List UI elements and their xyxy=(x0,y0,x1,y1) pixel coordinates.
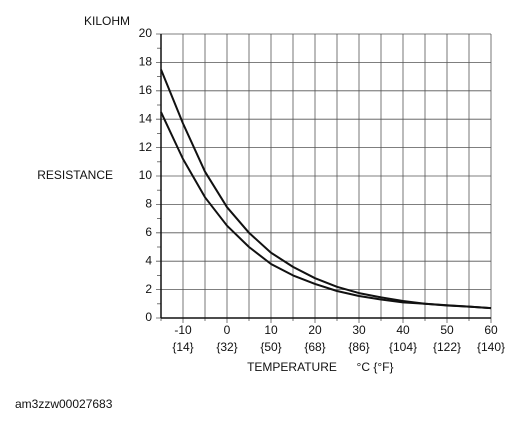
x-tick-label: 30 xyxy=(352,323,366,337)
y-tick-label: 16 xyxy=(139,83,153,97)
x-tick-sublabel: {14} xyxy=(172,340,193,354)
y-tick-label: 4 xyxy=(145,253,152,267)
y-tick-label: 14 xyxy=(139,111,153,125)
x-tick-label: 50 xyxy=(440,323,454,337)
x-tick-sublabel: {32} xyxy=(216,340,237,354)
x-unit: °C {°F} xyxy=(357,360,394,374)
x-tick-label: 10 xyxy=(264,323,278,337)
x-tick-sublabel: {68} xyxy=(304,340,325,354)
x-tick-label: 60 xyxy=(484,323,498,337)
x-tick-sublabel: {50} xyxy=(260,340,281,354)
x-tick-sublabel: {122} xyxy=(433,340,461,354)
y-tick-label: 18 xyxy=(139,55,153,69)
y-tick-label: 2 xyxy=(145,282,152,296)
curve xyxy=(160,69,492,310)
y-unit: KILOHM xyxy=(84,14,130,28)
x-tick-sublabel: {86} xyxy=(348,340,369,354)
y-axis-label: RESISTANCE xyxy=(37,168,113,182)
x-tick-sublabel: {140} xyxy=(477,340,505,354)
x-axis-label: TEMPERATURE xyxy=(247,360,337,374)
y-tick-label: 0 xyxy=(145,310,152,324)
x-tick-label: 40 xyxy=(396,323,410,337)
y-tick-label: 10 xyxy=(139,168,153,182)
curve xyxy=(160,111,492,310)
x-tick-sublabel: {104} xyxy=(389,340,417,354)
x-tick-label: -10 xyxy=(174,323,192,337)
caption: am3zzw00027683 xyxy=(15,397,113,411)
y-tick-label: 8 xyxy=(145,197,152,211)
x-tick-label: 0 xyxy=(224,323,231,337)
y-tick-label: 12 xyxy=(139,140,153,154)
y-tick-label: 20 xyxy=(139,26,153,40)
x-tick-label: 20 xyxy=(308,323,322,337)
y-tick-label: 6 xyxy=(145,225,152,239)
